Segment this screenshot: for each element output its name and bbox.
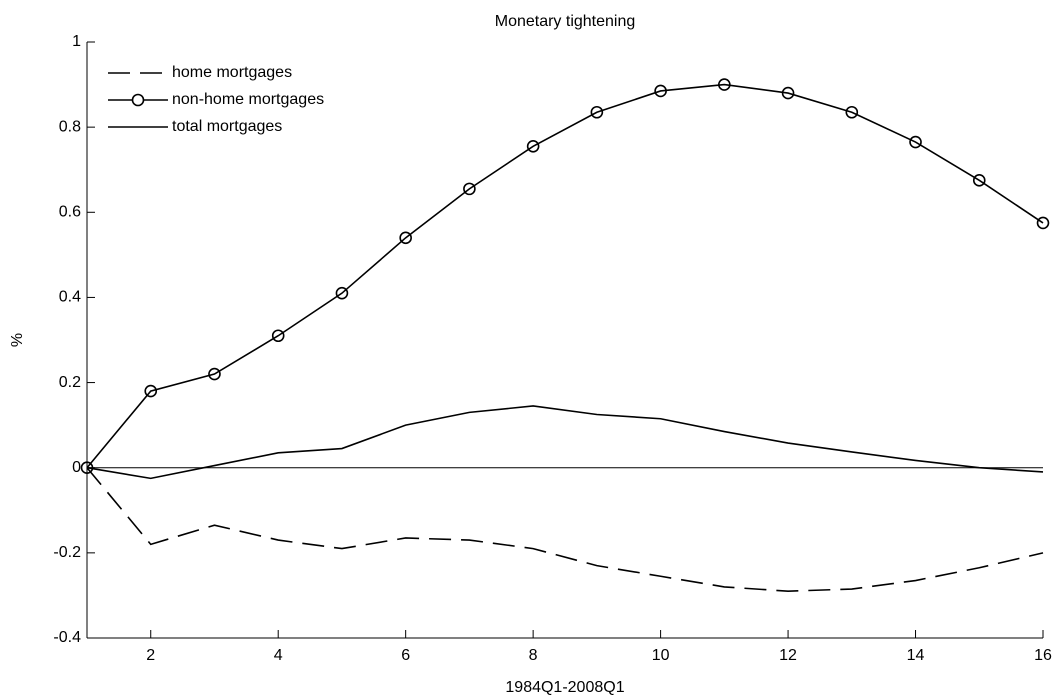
x-tick-label: 14 <box>907 647 925 664</box>
series-line <box>86 405 1044 480</box>
chart-title: Monetary tightening <box>495 13 636 30</box>
y-tick-label: 0.2 <box>59 374 81 391</box>
legend-label: home mortgages <box>172 64 292 81</box>
data-point <box>144 384 158 398</box>
data-point <box>845 105 859 119</box>
data-point <box>526 140 540 153</box>
data-point <box>463 182 476 196</box>
data-point <box>399 231 412 245</box>
data-point <box>654 84 667 98</box>
x-tick-label: 2 <box>146 647 155 664</box>
x-tick-label: 4 <box>274 647 283 664</box>
x-tick-label: 8 <box>529 647 538 664</box>
y-tick-label: -0.2 <box>53 544 81 561</box>
y-tick-label: 0 <box>72 459 81 476</box>
data-point <box>271 329 285 343</box>
y-tick-label: -0.4 <box>53 629 81 646</box>
data-point <box>781 86 795 100</box>
data-point <box>208 367 221 381</box>
series-line <box>86 467 1044 592</box>
x-tick-label: 16 <box>1034 647 1052 664</box>
legend-marker <box>131 93 145 107</box>
x-tick-label: 12 <box>779 647 797 664</box>
series-line <box>86 83 1044 469</box>
data-point <box>972 174 986 187</box>
data-point <box>590 105 604 119</box>
y-axis-label: % <box>9 333 26 347</box>
y-tick-label: 0.8 <box>59 118 81 135</box>
x-tick-label: 10 <box>652 647 670 664</box>
y-tick-label: 0.4 <box>59 289 81 306</box>
data-point <box>909 135 922 149</box>
data-point <box>718 78 731 91</box>
x-tick-label: 6 <box>401 647 410 664</box>
legend-label: total mortgages <box>172 118 282 135</box>
x-axis-label: 1984Q1-2008Q1 <box>505 679 624 696</box>
y-tick-label: 0.6 <box>59 204 81 221</box>
y-tick-label: 1 <box>72 33 81 50</box>
data-point <box>80 461 94 475</box>
data-point <box>335 286 349 300</box>
data-point <box>1036 216 1050 230</box>
legend-label: non-home mortgages <box>172 91 324 108</box>
